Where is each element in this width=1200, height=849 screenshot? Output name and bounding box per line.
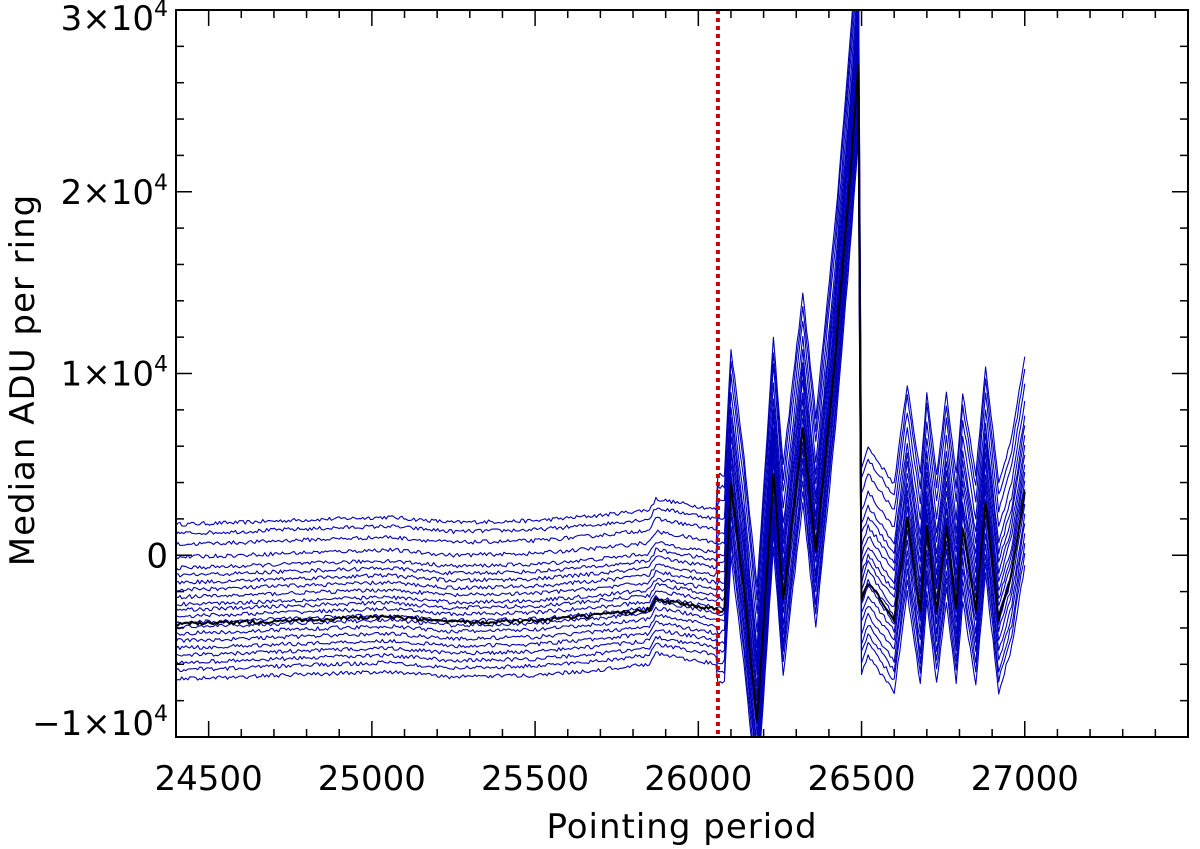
x-tick-label: 24500 [155, 759, 263, 799]
series-line-5 [176, 10, 1026, 659]
series-line-19 [176, 124, 1026, 737]
series-line-17 [176, 107, 1026, 737]
x-axis-label: Pointing period [546, 807, 817, 847]
plot-frame [175, 9, 1189, 738]
tick-labels: 24500 25000 25500 26000 26500 27000 −1×104 0 1×1… [32, 0, 1079, 799]
series-line-14 [176, 77, 1026, 736]
x-tick-label: 27000 [971, 759, 1079, 799]
y-tick-label: 0 [146, 536, 168, 576]
y-tick-label: 3×104 [61, 0, 168, 39]
series-line-15 [176, 87, 1026, 737]
series-line-11 [176, 54, 1026, 711]
y-tick-label: 2×104 [61, 171, 168, 213]
series-line-16 [176, 93, 1026, 737]
series-line-6 [176, 10, 1026, 668]
series-line-20 [176, 135, 1026, 737]
series-line-8 [176, 28, 1026, 687]
x-tick-label: 26500 [807, 759, 915, 799]
y-tick-label: 1×104 [61, 353, 168, 395]
median-line [176, 64, 1026, 723]
series-line-3 [176, 10, 1026, 633]
y-tick-label: −1×104 [32, 702, 168, 744]
x-tick-label: 25500 [481, 759, 589, 799]
series-line-10 [176, 45, 1026, 702]
x-tick-label: 26000 [644, 759, 752, 799]
x-tick-label: 25000 [318, 759, 426, 799]
series-group [176, 10, 1026, 737]
series-line-7 [176, 15, 1026, 676]
series-line-1 [176, 10, 1026, 601]
series-line-4 [176, 10, 1026, 649]
series-line-18 [176, 115, 1026, 737]
series-line-9 [176, 38, 1026, 696]
y-axis-label: Median ADU per ring [3, 194, 43, 566]
series-line-0 [176, 10, 1026, 588]
series-line-2 [176, 10, 1026, 614]
